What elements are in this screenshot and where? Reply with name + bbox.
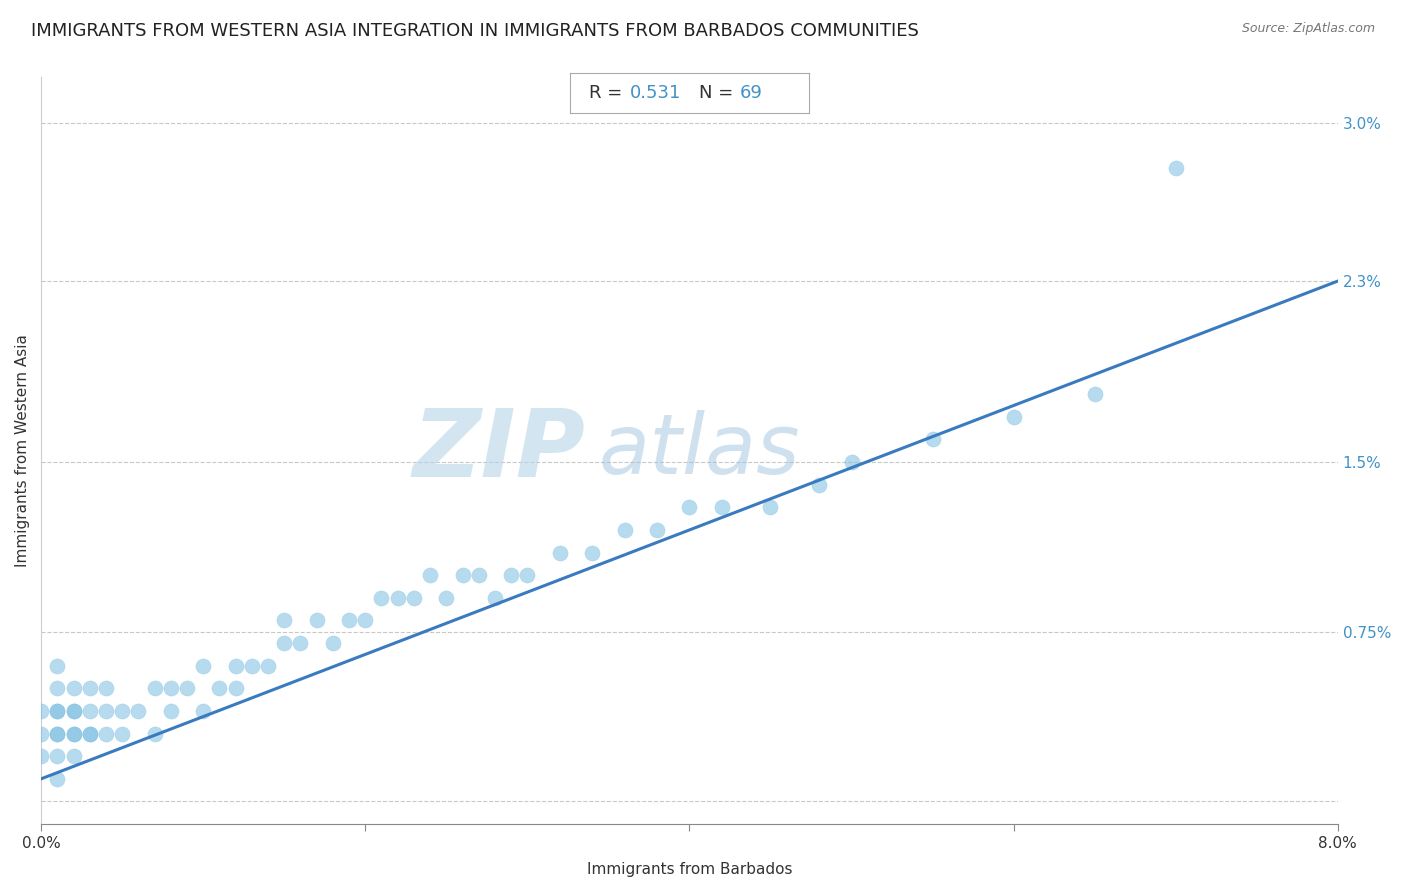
Point [921,433,943,447]
Point [759,500,782,515]
Text: 0.531: 0.531 [630,84,681,102]
Point [484,591,506,605]
Point [225,681,247,696]
Point [354,614,377,628]
Point [193,658,215,673]
Point [402,591,425,605]
Point [322,636,344,650]
Point [370,591,392,605]
Text: Source: ZipAtlas.com: Source: ZipAtlas.com [1241,22,1375,36]
Point [79,726,101,740]
Point [387,591,409,605]
Point [46,749,69,764]
Point [841,455,863,469]
Point [62,681,84,696]
Point [613,523,636,537]
Point [516,568,538,582]
Point [111,726,134,740]
Point [225,658,247,673]
Point [46,704,69,718]
Point [1084,387,1107,401]
Point [273,614,295,628]
Point [46,681,69,696]
Point [1164,161,1187,175]
Point [30,749,52,764]
Text: R =: R = [589,84,628,102]
Point [159,704,181,718]
Point [645,523,668,537]
Point [30,726,52,740]
Point [208,681,231,696]
Point [143,726,166,740]
Point [62,726,84,740]
Point [451,568,474,582]
Point [46,658,69,673]
Point [419,568,441,582]
Point [46,726,69,740]
Point [257,658,280,673]
Text: IMMIGRANTS FROM WESTERN ASIA INTEGRATION IN IMMIGRANTS FROM BARBADOS COMMUNITIES: IMMIGRANTS FROM WESTERN ASIA INTEGRATION… [31,22,918,40]
Point [337,614,360,628]
Point [710,500,733,515]
Point [30,704,52,718]
Point [176,681,198,696]
Point [159,681,181,696]
X-axis label: Immigrants from Barbados: Immigrants from Barbados [586,862,792,877]
Text: atlas: atlas [599,410,800,491]
Point [548,545,571,559]
Point [501,568,523,582]
Point [193,704,215,718]
Point [62,704,84,718]
Text: ZIP: ZIP [413,405,586,497]
Point [273,636,295,650]
Point [1002,409,1025,424]
Point [79,726,101,740]
Point [79,704,101,718]
Point [240,658,263,673]
Point [46,772,69,786]
Point [46,704,69,718]
Point [46,726,69,740]
Point [467,568,489,582]
Point [305,614,328,628]
Point [79,681,101,696]
Point [434,591,457,605]
Point [678,500,700,515]
Point [111,704,134,718]
Point [290,636,312,650]
Point [143,681,166,696]
Point [94,704,117,718]
Point [94,726,117,740]
Text: 69: 69 [740,84,762,102]
Text: N =: N = [699,84,740,102]
Point [127,704,149,718]
Point [62,726,84,740]
Point [581,545,603,559]
Y-axis label: Immigrants from Western Asia: Immigrants from Western Asia [15,334,30,567]
Point [94,681,117,696]
Point [62,704,84,718]
Point [62,749,84,764]
Point [808,477,831,491]
